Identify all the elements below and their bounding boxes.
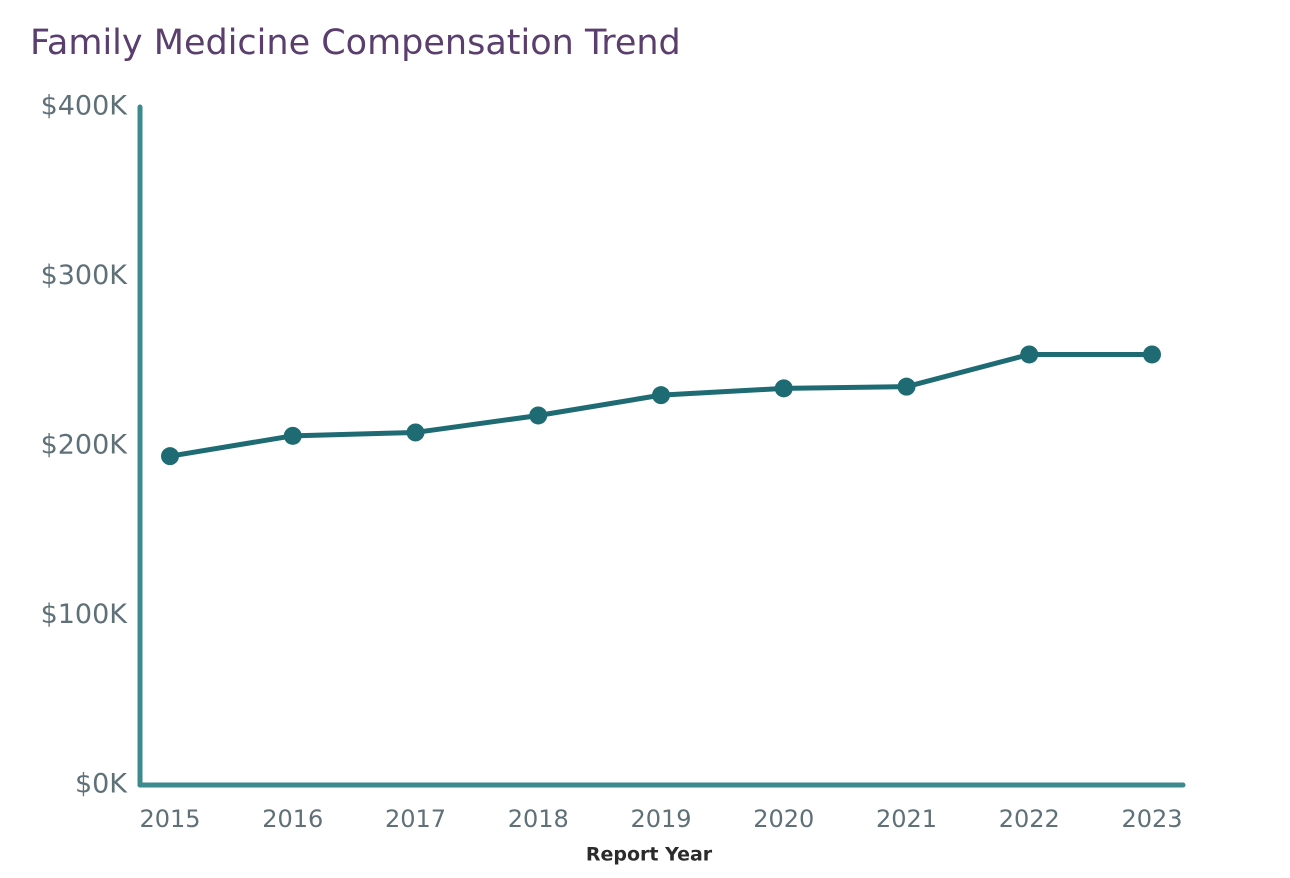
point bbox=[283, 426, 302, 445]
x-tick-label: 2016 bbox=[262, 805, 323, 833]
x-tick-label: 2019 bbox=[630, 805, 691, 833]
point bbox=[1020, 345, 1039, 364]
y-tick-label: $100K bbox=[41, 599, 129, 630]
x-axis-label: Report Year bbox=[586, 844, 713, 866]
x-tick-label: 2018 bbox=[508, 805, 569, 833]
line bbox=[169, 351, 1152, 459]
x-tick-label: 2017 bbox=[385, 805, 446, 833]
x-tick-label: 2020 bbox=[753, 805, 814, 833]
y-tick-label: $300K bbox=[41, 260, 129, 291]
point bbox=[1143, 345, 1161, 364]
point bbox=[897, 377, 916, 396]
y-tick-label: $0K bbox=[75, 769, 128, 800]
point bbox=[652, 386, 670, 405]
x-tick-label: 2015 bbox=[139, 805, 200, 833]
point bbox=[406, 423, 425, 442]
x-tick-label: 2022 bbox=[999, 805, 1060, 833]
x-tick-label: 2021 bbox=[876, 805, 937, 833]
point bbox=[161, 447, 179, 466]
point bbox=[529, 406, 548, 425]
point bbox=[774, 379, 793, 398]
x-tick-label: 2023 bbox=[1121, 805, 1182, 833]
y-tick-label: $400K bbox=[41, 91, 129, 122]
chart-title: Family Medicine Compensation Trend bbox=[30, 23, 681, 63]
y-tick-label: $200K bbox=[41, 430, 129, 461]
